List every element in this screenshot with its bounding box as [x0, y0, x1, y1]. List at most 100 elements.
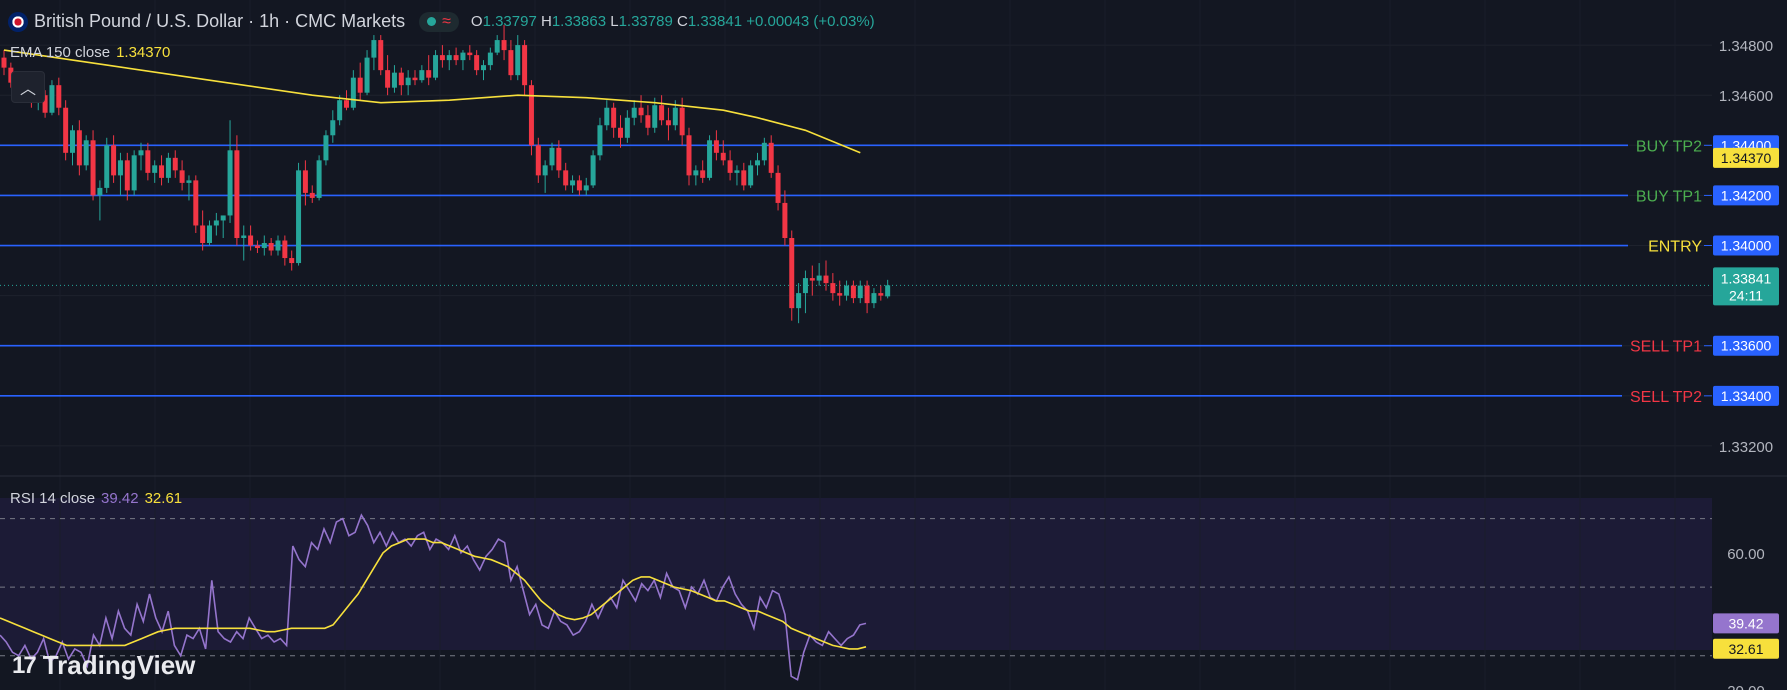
candle-body: [385, 70, 391, 88]
candle-body: [261, 243, 267, 249]
candle-body: [268, 243, 274, 251]
level-name: ENTRY: [1648, 239, 1702, 256]
candle-body: [378, 40, 384, 71]
candle-body: [350, 77, 356, 108]
candle-body: [159, 165, 165, 178]
ema-value: 1.34370: [116, 44, 171, 61]
candle-body: [734, 170, 740, 173]
close-value: 1.33841: [687, 13, 743, 30]
close-label: C: [676, 13, 688, 30]
candle-body: [563, 170, 569, 186]
price-tick-label: 1.34800: [1719, 38, 1773, 55]
candle-body: [8, 67, 14, 83]
candle-body: [775, 172, 781, 203]
rsi-tick-label: 20.00: [1727, 683, 1765, 690]
candle-body: [796, 293, 802, 309]
open-value: 1.33797: [482, 13, 537, 30]
candle-body: [282, 240, 288, 259]
candle-body: [439, 55, 445, 61]
candle-body: [104, 145, 110, 188]
candle-body: [289, 258, 295, 264]
ema-legend[interactable]: EMA 150 close 1.34370: [10, 44, 170, 61]
candle-body: [802, 278, 808, 294]
rsi-value: 39.42: [101, 490, 139, 507]
candle-body: [604, 107, 610, 126]
candle-body: [624, 117, 630, 138]
candle-body: [508, 50, 514, 76]
ema-price-tag-bg: [1713, 147, 1779, 168]
candle-body: [570, 180, 576, 186]
candle-body: [179, 170, 185, 183]
candle-body: [426, 70, 432, 78]
candle-body: [467, 52, 473, 56]
candle-body: [1, 57, 7, 68]
wave-icon: ≈: [442, 12, 451, 30]
candle-body: [583, 185, 589, 191]
high-label: H: [540, 13, 552, 30]
levels-layer: BUY TP2 BUY TP1 ENTRY SELL TP1 SELL TP2: [0, 138, 1712, 406]
candle-body: [618, 127, 623, 138]
candle-body: [309, 192, 315, 198]
symbol-legend: British Pound / U.S. Dollar · 1h · CMC M…: [8, 11, 875, 32]
high-value: 1.33863: [551, 13, 607, 30]
rsi-ma-value: 32.61: [144, 490, 183, 507]
ohlc-values: O1.33797 H1.33863 L1.33789 C1.33841 +0.0…: [471, 13, 875, 30]
candle-body: [248, 235, 254, 246]
market-status-pill[interactable]: ≈: [419, 11, 459, 32]
candle-body: [296, 170, 302, 264]
candle-body: [412, 77, 418, 81]
candle-body: [83, 140, 89, 166]
candle-body: [446, 55, 452, 61]
candle-body: [193, 180, 199, 226]
candle-body: [145, 150, 151, 173]
candle-body: [549, 147, 555, 166]
candle-body: [686, 135, 692, 176]
candle-body: [494, 40, 500, 53]
candle-body: [364, 57, 370, 93]
candle-body: [165, 157, 171, 178]
ema-line: [3, 49, 861, 154]
candle-body: [357, 77, 363, 93]
candle-body: [302, 170, 308, 193]
candle-body: [645, 115, 651, 128]
collapse-legend-button[interactable]: ︿: [11, 71, 45, 103]
low-label: L: [610, 13, 619, 30]
ema-price-tag: 1.34370: [1721, 150, 1772, 166]
countdown-tag: 24:11: [1729, 287, 1763, 303]
rsi-legend[interactable]: RSI 14 close 39.42 32.61: [10, 490, 182, 507]
rsi-band-fill: [0, 498, 1712, 650]
current-price-tag-bg: [1713, 267, 1779, 306]
candle-body: [474, 55, 480, 71]
candle-body: [542, 165, 548, 176]
candle-body: [597, 125, 603, 156]
candle-body: [652, 105, 658, 128]
level-price-tag: 1.33600: [1721, 338, 1772, 354]
candle-body: [481, 65, 486, 71]
candle-body: [330, 120, 336, 136]
candle-body: [172, 157, 178, 171]
candle-body: [857, 285, 863, 299]
price-tick-label: 1.33200: [1719, 439, 1773, 456]
price-axis[interactable]: 1.348001.346001.3320060.0020.001.344001.…: [1713, 38, 1779, 690]
candle-body: [672, 107, 678, 126]
candle-body: [186, 180, 192, 183]
candle-body: [809, 278, 815, 281]
level-price-tag-bg: [1713, 385, 1779, 406]
symbol-title[interactable]: British Pound / U.S. Dollar · 1h · CMC M…: [34, 11, 406, 31]
candle-body: [97, 187, 103, 196]
candle-body: [679, 107, 685, 136]
candle-body: [76, 130, 82, 166]
rsi-ma-value-tag-bg: [1713, 638, 1779, 659]
candle-body: [391, 72, 397, 88]
candle-body: [419, 70, 425, 81]
candle-body: [275, 240, 281, 251]
candle-body: [241, 235, 247, 238]
candle-body: [844, 285, 850, 296]
tradingview-logo[interactable]: 17 TradingView: [12, 650, 195, 681]
ema-label: EMA 150 close: [10, 44, 111, 61]
candle-body: [864, 285, 870, 304]
candle-body: [70, 130, 75, 153]
candle-body: [234, 150, 240, 238]
current-price-tag: 1.33841: [1721, 270, 1772, 286]
